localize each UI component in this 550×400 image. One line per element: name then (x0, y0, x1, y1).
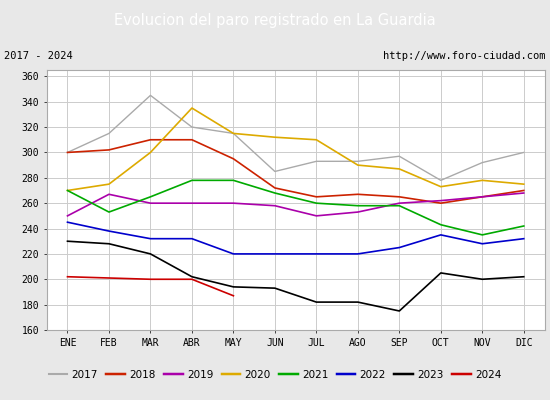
Legend: 2017, 2018, 2019, 2020, 2021, 2022, 2023, 2024: 2017, 2018, 2019, 2020, 2021, 2022, 2023… (49, 370, 501, 380)
Text: http://www.foro-ciudad.com: http://www.foro-ciudad.com (383, 51, 546, 61)
Text: 2017 - 2024: 2017 - 2024 (4, 51, 73, 61)
Text: Evolucion del paro registrado en La Guardia: Evolucion del paro registrado en La Guar… (114, 14, 436, 28)
